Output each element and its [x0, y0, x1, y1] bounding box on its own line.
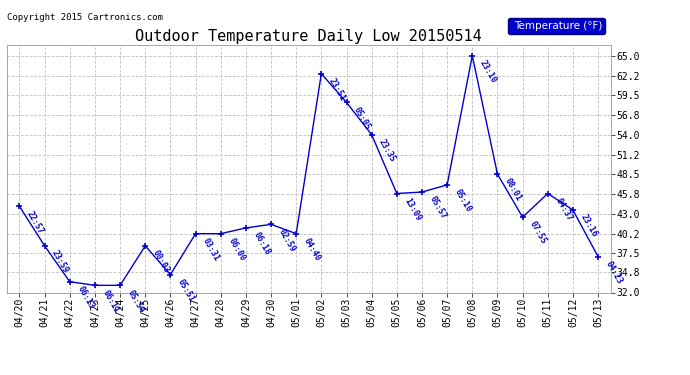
Text: 22:57: 22:57	[25, 209, 46, 236]
Text: 05:54: 05:54	[126, 288, 146, 314]
Text: 00:03: 00:03	[151, 249, 171, 275]
Text: 06:00: 06:00	[226, 237, 246, 262]
Text: 05:51: 05:51	[176, 278, 196, 303]
Text: Copyright 2015 Cartronics.com: Copyright 2015 Cartronics.com	[7, 13, 163, 22]
Text: 05:57: 05:57	[428, 195, 448, 221]
Text: 05:05: 05:05	[352, 105, 373, 131]
Text: 02:59: 02:59	[277, 227, 297, 253]
Text: 04:23: 04:23	[604, 260, 624, 285]
Text: 23:35: 23:35	[377, 138, 397, 164]
Text: 06:11: 06:11	[101, 288, 121, 314]
Legend: Temperature (°F): Temperature (°F)	[508, 18, 605, 34]
Text: 23:51: 23:51	[327, 76, 347, 103]
Text: 05:10: 05:10	[453, 188, 473, 214]
Text: 23:59: 23:59	[50, 249, 70, 275]
Text: 03:31: 03:31	[201, 237, 221, 262]
Text: 07:55: 07:55	[528, 220, 549, 246]
Text: 23:10: 23:10	[478, 58, 498, 85]
Text: 06:18: 06:18	[251, 231, 272, 257]
Title: Outdoor Temperature Daily Low 20150514: Outdoor Temperature Daily Low 20150514	[135, 29, 482, 44]
Text: 04:40: 04:40	[302, 237, 322, 262]
Text: 23:16: 23:16	[578, 213, 599, 239]
Text: 13:09: 13:09	[402, 196, 423, 222]
Text: 06:13: 06:13	[75, 285, 96, 310]
Text: 08:01: 08:01	[503, 177, 523, 203]
Text: 04:37: 04:37	[553, 196, 573, 222]
